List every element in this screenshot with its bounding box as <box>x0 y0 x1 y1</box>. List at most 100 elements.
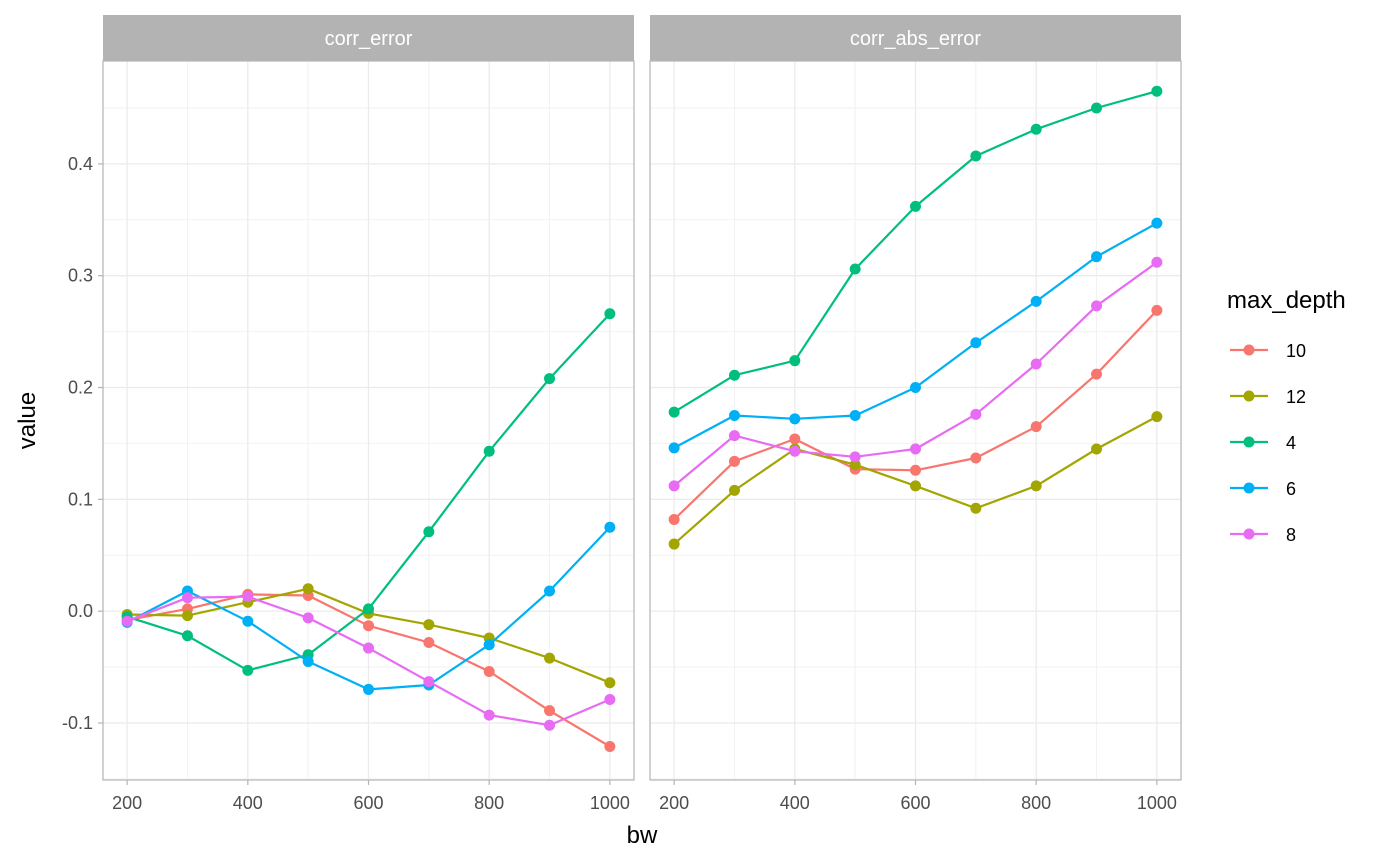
data-point-4-300 <box>728 369 740 381</box>
data-point-10-200 <box>668 513 680 525</box>
legend-key-point <box>1243 528 1255 540</box>
data-point-8-900 <box>544 719 556 731</box>
data-point-4-600 <box>910 200 921 212</box>
legend-key-point <box>1243 482 1255 494</box>
legend-entry-10: 10 <box>1230 341 1306 361</box>
data-point-8-200 <box>668 480 680 492</box>
facet-panel-corr-error: corr_error 200 400 600 800 1000 -0.1 0.0 0.1 0.2 0… <box>62 15 635 813</box>
legend-entry-6: 6 <box>1230 479 1296 499</box>
data-point-12-500 <box>849 459 861 471</box>
data-point-10-600 <box>363 620 374 632</box>
legend-label: 8 <box>1286 525 1296 545</box>
y-tick-label: -0.1 <box>62 713 93 733</box>
data-point-8-300 <box>181 592 193 604</box>
data-point-10-800 <box>483 666 495 678</box>
legend-key-point <box>1243 390 1255 402</box>
legend-key-point <box>1243 344 1255 356</box>
data-point-10-1000 <box>1151 304 1163 316</box>
x-tick-label: 400 <box>780 793 810 813</box>
data-point-8-600 <box>910 443 921 455</box>
data-point-8-400 <box>242 591 254 603</box>
data-point-4-800 <box>483 445 495 457</box>
data-point-6-500 <box>302 655 314 667</box>
x-tick-label: 600 <box>353 793 383 813</box>
data-point-6-800 <box>483 639 495 651</box>
x-tick-label: 200 <box>112 793 142 813</box>
data-point-12-600 <box>910 480 921 492</box>
data-point-10-900 <box>1091 368 1103 380</box>
data-point-10-1000 <box>604 740 616 752</box>
y-tick-label: 0.1 <box>68 489 93 509</box>
data-point-8-800 <box>1030 358 1042 370</box>
legend-label: 10 <box>1286 341 1306 361</box>
facet-strip <box>650 15 1181 61</box>
y-tick-label: 0.2 <box>68 378 93 398</box>
data-point-8-800 <box>483 709 495 721</box>
data-point-6-900 <box>544 585 556 597</box>
data-point-4-500 <box>849 263 861 275</box>
legend-entry-12: 12 <box>1230 387 1306 407</box>
y-axis-title: value <box>14 392 41 449</box>
data-point-6-700 <box>970 337 982 349</box>
data-point-6-200 <box>668 442 680 454</box>
data-point-10-300 <box>728 455 740 467</box>
data-point-8-900 <box>1091 300 1103 312</box>
legend-entry-8: 8 <box>1230 525 1296 545</box>
data-point-8-400 <box>789 445 801 457</box>
y-tick-label: 0.4 <box>68 154 93 174</box>
legend-label: 4 <box>1286 433 1296 453</box>
data-point-10-800 <box>1030 421 1042 433</box>
data-point-10-600 <box>910 464 921 476</box>
data-point-12-1000 <box>1151 411 1163 423</box>
data-point-6-400 <box>242 615 254 627</box>
data-point-4-200 <box>668 406 680 418</box>
data-point-8-1000 <box>1151 256 1163 268</box>
y-tick-label: 0.3 <box>68 266 93 286</box>
data-point-8-700 <box>970 408 982 420</box>
legend-label: 6 <box>1286 479 1296 499</box>
x-tick-label: 800 <box>1021 793 1051 813</box>
x-tick-label: 600 <box>900 793 930 813</box>
data-point-4-400 <box>242 664 254 676</box>
data-point-8-1000 <box>604 693 616 705</box>
data-point-12-800 <box>1030 480 1042 492</box>
data-point-12-900 <box>1091 443 1103 455</box>
data-point-4-1000 <box>1151 85 1163 97</box>
x-tick-label: 800 <box>474 793 504 813</box>
x-tick-label: 400 <box>233 793 263 813</box>
y-tick-label: 0.0 <box>68 601 93 621</box>
facet-strip-label: corr_abs_error <box>850 28 982 50</box>
data-point-8-500 <box>302 612 314 624</box>
data-point-6-300 <box>728 409 740 421</box>
data-point-6-900 <box>1091 251 1103 263</box>
data-point-12-900 <box>544 652 556 664</box>
data-point-4-700 <box>423 526 435 538</box>
x-axis-title: bw <box>627 822 658 849</box>
data-point-8-700 <box>423 676 435 688</box>
data-point-4-800 <box>1030 123 1042 135</box>
facet-strip <box>103 15 634 61</box>
data-point-12-200 <box>668 538 680 550</box>
legend-key-point <box>1243 436 1255 448</box>
data-point-4-400 <box>789 355 801 367</box>
data-point-10-900 <box>544 705 556 717</box>
facet-strip-label: corr_error <box>325 28 413 50</box>
data-point-10-700 <box>970 452 982 464</box>
data-point-4-900 <box>544 373 556 385</box>
data-point-6-600 <box>363 683 374 695</box>
data-point-6-1000 <box>604 521 616 533</box>
data-point-12-500 <box>302 583 314 595</box>
data-point-8-200 <box>121 615 133 627</box>
data-point-6-800 <box>1030 295 1042 307</box>
data-point-4-600 <box>363 603 374 615</box>
data-point-6-1000 <box>1151 217 1163 229</box>
data-point-6-500 <box>849 409 861 421</box>
data-point-6-600 <box>910 382 921 394</box>
x-tick-label: 200 <box>659 793 689 813</box>
data-point-12-300 <box>728 484 740 496</box>
legend-label: 12 <box>1286 387 1306 407</box>
data-point-8-600 <box>363 642 374 654</box>
data-point-10-400 <box>789 433 801 445</box>
